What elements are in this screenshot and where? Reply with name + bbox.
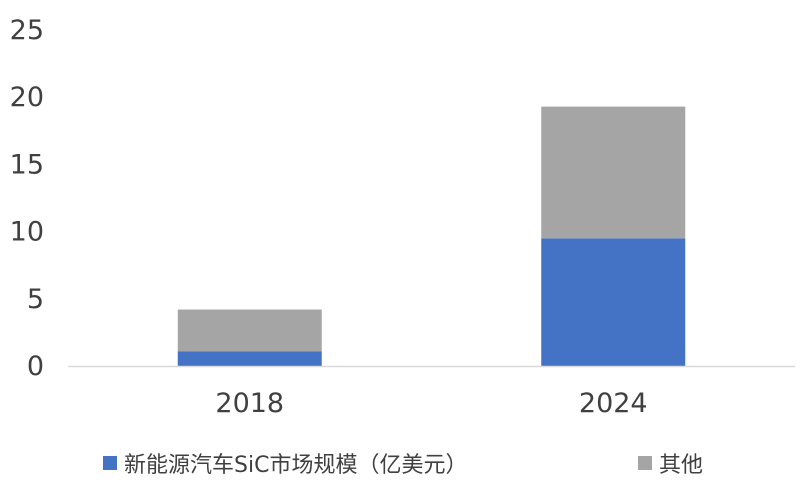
y-tick-label: 25 xyxy=(10,15,44,46)
bar-2024-series-0 xyxy=(541,238,686,366)
y-tick-label: 15 xyxy=(10,149,44,180)
legend: 新能源汽车SiC市场规模（亿美元） 其他 xyxy=(103,453,703,478)
legend-label: 新能源汽车SiC市场规模（亿美元） xyxy=(124,453,467,478)
y-tick-label: 10 xyxy=(10,217,44,248)
x-tick-label: 2024 xyxy=(579,388,648,419)
y-axis: 0 5 10 15 20 25 xyxy=(10,15,44,382)
bars xyxy=(177,106,686,366)
bar-2018-series-0 xyxy=(177,351,322,366)
bar-2024-series-1 xyxy=(541,106,686,239)
x-axis-ticks: 2018 2024 xyxy=(215,388,647,419)
legend-swatch xyxy=(103,456,117,470)
y-tick-label: 5 xyxy=(27,284,44,315)
legend-swatch xyxy=(638,456,652,470)
y-tick-label: 20 xyxy=(10,82,44,113)
legend-label: 其他 xyxy=(659,453,703,478)
x-tick-label: 2018 xyxy=(215,388,284,419)
y-tick-label: 0 xyxy=(27,351,44,382)
bar-2018-series-1 xyxy=(177,309,322,352)
